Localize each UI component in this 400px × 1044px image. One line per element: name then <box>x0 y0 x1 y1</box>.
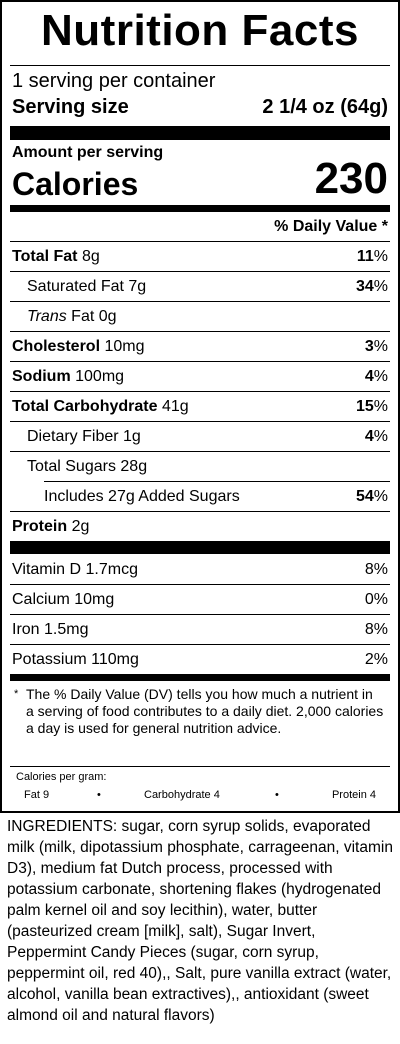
nutrient-amount: 8g <box>81 248 100 265</box>
vitamin-name: Vitamin D 1.7mcg <box>12 561 138 578</box>
label-title: Nutrition Facts <box>41 6 359 55</box>
bullet-separator: • <box>275 789 279 801</box>
percent-sign: % <box>373 278 388 295</box>
vitamin-row-iron: Iron 1.5mg 8% <box>10 615 390 645</box>
amount-per-serving: Amount per serving <box>12 144 164 161</box>
nutrient-dv: 34 <box>355 278 374 295</box>
percent-sign: % <box>373 428 388 445</box>
calories-per-gram-label: Calories per gram: <box>16 771 107 783</box>
divider-medium-footnote <box>10 674 390 681</box>
nutrient-row-protein: Protein 2g <box>10 512 390 542</box>
nutrient-amount: 0g <box>98 308 117 325</box>
nutrient-row-dietary-fiber: Dietary Fiber 1g 4% <box>10 422 390 452</box>
calories-label: Calories <box>12 166 139 202</box>
nutrient-dv: 3 <box>364 338 374 355</box>
serving-size-label: Serving size <box>12 96 129 118</box>
nutrient-amount: 1g <box>123 428 141 445</box>
nutrient-name-rest: Fat <box>71 308 95 325</box>
vitamin-dv: 8% <box>364 561 388 578</box>
nutrient-row-total-fat: Total Fat 8g 11% <box>10 242 390 272</box>
divider-medium-calories <box>10 205 390 212</box>
percent-sign: % <box>373 248 388 265</box>
nutrient-dv: 4 <box>364 368 374 385</box>
nutrient-row-trans-fat: Trans Fat 0g <box>10 302 390 332</box>
vitamin-row-vitamin-d: Vitamin D 1.7mcg 8% <box>10 555 390 585</box>
nutrient-row-total-sugars: Total Sugars 28g <box>10 452 390 482</box>
nutrient-name: Cholesterol <box>12 338 101 355</box>
nutrient-amount: 100mg <box>75 368 125 385</box>
vitamin-dv: 8% <box>364 621 388 638</box>
footnote-asterisk: * <box>14 688 19 700</box>
nutrient-name: Trans <box>27 308 67 325</box>
protein-calories-per-gram: Protein 4 <box>331 789 376 801</box>
nutrient-row-sodium: Sodium 100mg 4% <box>10 362 390 392</box>
vitamin-row-calcium: Calcium 10mg 0% <box>10 585 390 615</box>
vitamin-name: Calcium 10mg <box>12 591 115 608</box>
carbohydrate-calories-per-gram: Carbohydrate 4 <box>144 789 220 801</box>
percent-sign: % <box>373 488 388 505</box>
nutrient-dv: 4 <box>364 428 374 445</box>
nutrient-name: Saturated Fat <box>27 278 124 295</box>
calories-per-gram-row: Fat 9 • Carbohydrate 4 • Protein 4 <box>24 789 376 803</box>
nutrient-amount: 7g <box>128 278 147 295</box>
footnote-text: The % Daily Value (DV) tells you how muc… <box>26 686 384 736</box>
nutrient-amount: 28g <box>120 458 148 475</box>
percent-sign: % <box>373 368 388 385</box>
daily-value-header: % Daily Value * <box>274 218 388 235</box>
divider-thick-serving <box>10 126 390 140</box>
nutrient-row-cholesterol: Cholesterol 10mg 3% <box>10 332 390 362</box>
bullet-separator: • <box>97 789 101 801</box>
percent-sign: % <box>373 338 388 355</box>
nutrient-row-added-sugars: Includes 27g Added Sugars 54% <box>10 482 390 512</box>
percent-sign: % <box>373 398 388 415</box>
nutrient-dv: 15 <box>355 398 374 415</box>
nutrient-row-total-carbohydrate: Total Carbohydrate 41g 15% <box>10 392 390 422</box>
vitamin-dv: 2% <box>364 651 388 668</box>
divider-title <box>10 65 390 66</box>
servings-per-container: 1 serving per container <box>12 70 216 92</box>
ingredients-text: INGREDIENTS: sugar, corn syrup solids, e… <box>7 818 393 1024</box>
nutrient-name: Sodium <box>12 368 71 385</box>
vitamin-name: Potassium 110mg <box>12 651 139 668</box>
nutrient-amount: 10mg <box>104 338 145 355</box>
fat-calories-per-gram: Fat 9 <box>24 789 50 801</box>
nutrient-name: Dietary Fiber <box>27 428 119 445</box>
nutrient-name: Protein <box>12 518 68 535</box>
calories-value: 230 <box>314 154 388 203</box>
nutrient-amount: 2g <box>71 518 90 535</box>
divider-dv-header <box>10 241 390 242</box>
divider-thick-vitamins <box>10 541 390 554</box>
nutrition-facts-label: Nutrition Facts 1 serving per container … <box>0 0 400 813</box>
nutrient-name: Total Sugars <box>27 458 116 475</box>
nutrient-name: Includes 27g Added Sugars <box>44 488 240 505</box>
divider-calories-per-gram <box>10 766 390 767</box>
serving-size-value: 2 1/4 oz (64g) <box>262 96 388 118</box>
nutrient-name: Total Fat <box>12 248 78 265</box>
nutrient-dv: 11 <box>356 248 374 265</box>
nutrient-amount: 41g <box>161 398 189 415</box>
vitamin-dv: 0% <box>364 591 388 608</box>
nutrient-dv: 54 <box>355 488 374 505</box>
vitamin-name: Iron 1.5mg <box>12 621 89 638</box>
nutrient-name: Total Carbohydrate <box>12 398 158 415</box>
nutrient-row-saturated-fat: Saturated Fat 7g 34% <box>10 272 390 302</box>
vitamin-row-potassium: Potassium 110mg 2% <box>10 645 390 675</box>
